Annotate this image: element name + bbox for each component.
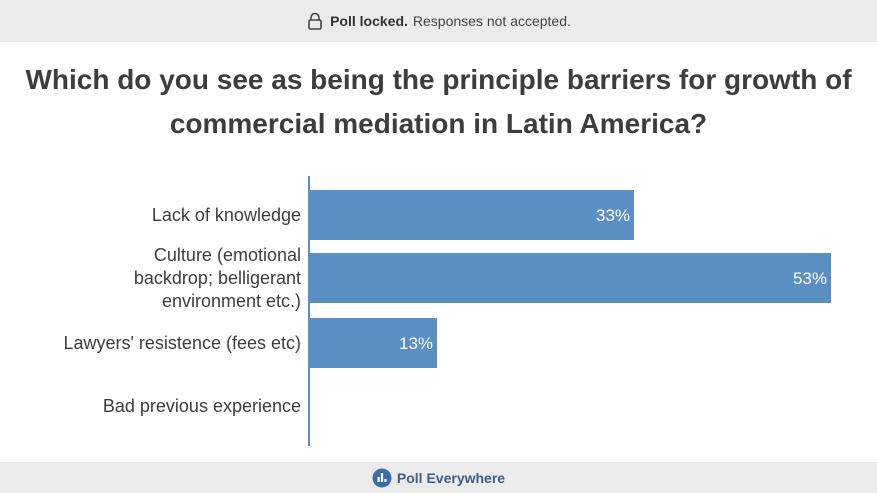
bar-value-label-2: 13% xyxy=(399,334,433,353)
category-label-0: Lack of knowledge xyxy=(152,205,301,225)
bar-value-label-0: 33% xyxy=(596,206,630,225)
brand-name: Poll Everywhere xyxy=(396,469,506,486)
poll-everywhere-logo-icon xyxy=(372,468,392,487)
category-label-2: Lawyers' resistence (fees etc) xyxy=(63,333,301,353)
poll-status: Poll locked. xyxy=(330,13,408,29)
poll-locked-banner: Poll locked. Responses not accepted. xyxy=(0,0,877,42)
bar-1 xyxy=(309,253,831,303)
chart-title: Which do you see as being the principle … xyxy=(25,64,852,139)
bar-value-label-1: 53% xyxy=(793,269,827,288)
lock-icon xyxy=(308,12,322,30)
poll-status-message: Responses not accepted. xyxy=(412,13,571,29)
category-label-1: Culture (emotional backdrop; belligerant e… xyxy=(134,245,301,311)
category-label-3: Bad previous experience xyxy=(103,396,301,416)
bar-0 xyxy=(309,190,635,240)
poll-everywhere-footer: Poll Everywhere xyxy=(0,462,877,493)
bar-2 xyxy=(309,318,438,368)
